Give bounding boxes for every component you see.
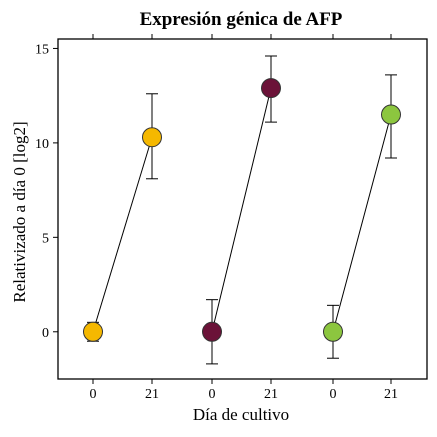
y-tick-label-3: 15 [35, 42, 49, 57]
x-tick-label-2: 0 [209, 387, 216, 402]
x-tick-label-5: 21 [384, 387, 398, 402]
series-1-line [211, 87, 272, 332]
series-0-point-1 [142, 127, 162, 148]
y-tick-label-0: 0 [42, 326, 49, 341]
x-tick-label-4: 0 [330, 387, 337, 402]
plot-frame [57, 38, 428, 380]
y-tick-label-1: 5 [42, 231, 49, 246]
plot-area: 0 5 10 15 0 21 0 21 0 21 [35, 34, 428, 402]
series-0-line [92, 137, 153, 332]
series-2-point-1 [381, 104, 401, 125]
y-axis-label: Relativizado a día 0 [log2] [10, 121, 29, 302]
chart-title: Expresión génica de AFP [140, 9, 343, 30]
x-axis-label: Día de cultivo [193, 405, 289, 424]
series-1-point-0 [202, 321, 222, 342]
x-tick-label-0: 0 [90, 387, 97, 402]
series-1-point-1 [261, 78, 281, 99]
series-2-line [332, 114, 392, 332]
y-tick-label-2: 10 [35, 137, 49, 152]
series-2-point-0 [323, 321, 343, 342]
x-tick-label-3: 21 [264, 387, 278, 402]
x-tick-label-1: 21 [145, 387, 159, 402]
series-0-point-0 [83, 321, 103, 342]
